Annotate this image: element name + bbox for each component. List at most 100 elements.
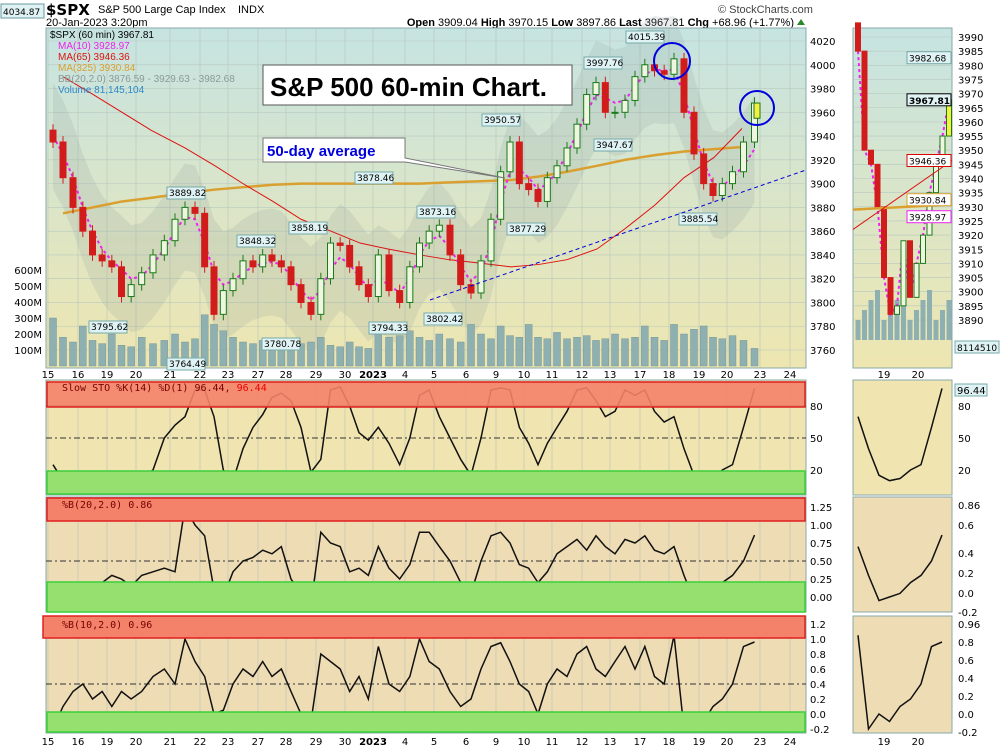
legend-ma325: MA(325) 3930.84 bbox=[58, 63, 136, 74]
candle-down bbox=[467, 284, 475, 294]
candle-down bbox=[700, 153, 708, 185]
candle-up bbox=[553, 165, 561, 179]
candle-down bbox=[457, 254, 465, 286]
pctb10-overbought-zone bbox=[42, 615, 806, 639]
price-label: 3877.29 bbox=[509, 225, 546, 235]
right-volume-bar bbox=[894, 300, 900, 340]
right-pctb10-tick: 0.8 bbox=[958, 638, 974, 649]
right-pctb10-tick: 0.4 bbox=[958, 674, 974, 685]
candle-down bbox=[59, 141, 67, 179]
price-label-box bbox=[416, 205, 456, 219]
indicator-line-1 bbox=[52, 504, 756, 606]
legend-bb: BB(20,2.0) 3876.59 - 3929.63 - 3982.68 bbox=[58, 74, 235, 85]
bollinger-band bbox=[53, 16, 755, 354]
chg-label: Chg bbox=[688, 17, 709, 29]
x-tick-label-bottom: 4 bbox=[402, 737, 408, 748]
volume-bar bbox=[506, 335, 514, 367]
x-tick-label: 27 bbox=[252, 370, 265, 381]
right-price-tick: 3900 bbox=[958, 288, 983, 299]
right-pctb20-tick: 0.86 bbox=[958, 501, 980, 512]
right-price-tick: 3925 bbox=[958, 217, 983, 228]
price-tick-label: 3940 bbox=[810, 132, 835, 143]
right-sto-tag: 96.44 bbox=[957, 386, 986, 397]
volume-bar bbox=[137, 337, 146, 367]
x-tick-label-bottom: 27 bbox=[252, 737, 265, 748]
candle-up bbox=[229, 278, 237, 292]
right-volume-bar bbox=[901, 290, 906, 340]
x-tick-label: 9 bbox=[493, 370, 499, 381]
candle-up bbox=[259, 254, 267, 268]
candle-down bbox=[396, 290, 404, 303]
x-tick-label-bottom: 18 bbox=[663, 737, 676, 748]
pctb10-title: %B(10,2.0) 0.96 bbox=[62, 620, 152, 631]
right-volume-bar bbox=[940, 310, 945, 340]
volume-tick-label: 300M bbox=[14, 314, 42, 325]
x-tick-label: 28 bbox=[280, 370, 293, 381]
candle-up bbox=[631, 76, 639, 101]
price-label: 3889.82 bbox=[169, 189, 206, 199]
candle-down bbox=[601, 82, 609, 113]
right-axis-tag-box bbox=[954, 340, 1000, 354]
candle-up bbox=[506, 141, 514, 173]
x-tick-label-bottom: 19 bbox=[693, 737, 706, 748]
low-label: Low bbox=[551, 17, 573, 29]
right-price-tick: 3940 bbox=[958, 175, 983, 186]
volume-bar bbox=[650, 337, 659, 367]
x-tick-label: 29 bbox=[310, 370, 323, 381]
x-tick-label: 10 bbox=[518, 370, 531, 381]
right-price-tick: 3930 bbox=[958, 203, 983, 214]
right-x-tick-bottom: 20 bbox=[912, 737, 925, 748]
candle-down bbox=[709, 183, 717, 197]
right-volume-bar bbox=[862, 310, 867, 340]
volume-bar bbox=[709, 337, 717, 367]
x-tick-label: 23 bbox=[754, 370, 767, 381]
right-axis-tag-box bbox=[906, 51, 952, 65]
indicator-tick-label: 80 bbox=[810, 402, 823, 413]
x-tick-label-bottom: 20 bbox=[130, 737, 143, 748]
volume-bar bbox=[728, 335, 737, 367]
right-pctb20-tick: -0.2 bbox=[958, 608, 978, 619]
volume-bar bbox=[239, 341, 247, 367]
candle-down bbox=[108, 260, 116, 268]
volume-bar bbox=[406, 330, 414, 367]
x-tick-label-bottom: 13 bbox=[604, 737, 617, 748]
volume-bar bbox=[355, 346, 363, 367]
right-volume-bar bbox=[875, 290, 880, 340]
volume-bar bbox=[563, 338, 571, 367]
volume-bar bbox=[467, 324, 475, 367]
price-label: 3947.67 bbox=[596, 141, 633, 151]
volume-bar bbox=[345, 341, 354, 367]
x-tick-label-bottom: 29 bbox=[310, 737, 323, 748]
x-tick-label-bottom: 12 bbox=[576, 737, 589, 748]
volume-bar bbox=[415, 337, 424, 367]
candle-down bbox=[525, 183, 533, 191]
x-tick-label: 19 bbox=[101, 370, 114, 381]
candle-up bbox=[621, 99, 629, 113]
indicator-tick-label: 1.2 bbox=[810, 620, 826, 631]
volume-bar bbox=[446, 338, 454, 367]
x-tick-label: 22 bbox=[194, 370, 207, 381]
candle-up bbox=[487, 218, 495, 262]
volume-bar bbox=[670, 324, 678, 367]
price-tick-label: 3980 bbox=[810, 85, 835, 96]
candle-down bbox=[534, 189, 542, 202]
price-tick-label: 3800 bbox=[810, 298, 835, 309]
indicator-tick-label: 50 bbox=[810, 434, 823, 445]
candle-down bbox=[268, 254, 276, 262]
volume-bar bbox=[631, 337, 639, 367]
right-indicator-line-2 bbox=[857, 635, 943, 732]
volume-bar bbox=[515, 337, 524, 367]
price-label-box bbox=[236, 234, 276, 248]
indicator-tick-label: 0.4 bbox=[810, 680, 826, 691]
price-label-box bbox=[678, 212, 718, 226]
price-label: 3878.46 bbox=[357, 174, 394, 184]
x-tick-label-bottom: 10 bbox=[518, 737, 531, 748]
right-axis-tag-box bbox=[906, 210, 952, 224]
candle-down bbox=[660, 70, 668, 75]
right-candle bbox=[933, 163, 939, 194]
right-price-tick: 3980 bbox=[958, 61, 983, 72]
volume-bar bbox=[739, 340, 748, 367]
volume-bar bbox=[601, 338, 610, 367]
chart-header: 4034.87 $SPX S&P 500 Large Cap Index IND… bbox=[0, 1, 813, 29]
price-label-box bbox=[593, 138, 633, 152]
